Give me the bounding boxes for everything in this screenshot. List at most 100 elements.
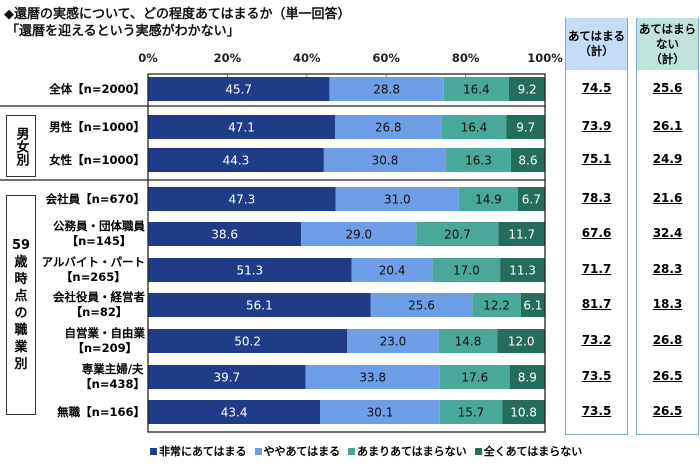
bar-segment (148, 77, 330, 101)
summary-value: 28.3 (652, 262, 683, 276)
legend-label: 全くあてはまらない (483, 445, 583, 458)
category-label: 公務員・団体職員 【n=145】 (53, 219, 145, 248)
data-label: 11.3 (509, 264, 536, 278)
data-label: 12.0 (508, 335, 535, 349)
bar-segment (509, 365, 545, 389)
category-label: 無職【n=166】 (57, 404, 145, 419)
legend-label: あまりあてはまらない (357, 445, 467, 458)
data-label: 38.6 (211, 228, 238, 242)
bar-segment (347, 329, 439, 353)
data-label: 44.3 (223, 154, 250, 168)
bar-segment (320, 400, 440, 424)
bar-segment (510, 148, 545, 172)
summary-value: 75.1 (581, 152, 612, 166)
bar-segment (497, 329, 545, 353)
legend-swatch (254, 448, 262, 455)
legend-swatch (474, 448, 482, 455)
bar-segment (148, 258, 352, 282)
bar-segment (334, 115, 442, 139)
bar-segment (148, 365, 306, 389)
data-label: 45.7 (225, 83, 252, 97)
bar-segment (508, 77, 546, 101)
summary-value: 71.7 (581, 262, 612, 276)
bar-segment (520, 293, 545, 317)
data-label: 43.4 (221, 406, 248, 420)
data-label: 6.1 (523, 299, 542, 313)
data-label: 39.7 (213, 371, 240, 385)
bar-segment (439, 365, 510, 389)
data-label: 16.4 (461, 121, 488, 135)
data-label: 23.0 (380, 335, 407, 349)
data-label: 25.6 (408, 299, 435, 313)
category-label: 男性【n=1000】 (49, 119, 145, 134)
plot-frame (147, 73, 546, 433)
legend-item: 非常にあてはまる (150, 443, 247, 459)
legend-item: あまりあてはまらない (348, 443, 467, 459)
bar-segment (439, 400, 503, 424)
summary-value: 73.2 (581, 333, 612, 347)
bar-segment (416, 222, 499, 246)
data-label: 8.6 (518, 154, 537, 168)
bar-segment (148, 293, 371, 317)
chart-subtitle: 「還暦を迎えるという実感がわかない」 (6, 24, 240, 39)
data-label: 20.4 (379, 264, 406, 278)
data-label: 6.7 (522, 193, 541, 207)
data-label: 30.8 (372, 154, 399, 168)
legend-label: 非常にあてはまる (159, 445, 247, 458)
bar-segment (329, 77, 444, 101)
data-label: 47.1 (228, 121, 255, 135)
bar-segment (446, 148, 511, 172)
bar-segment (148, 222, 302, 246)
bar-segment (438, 329, 498, 353)
x-tick-label: 20% (214, 51, 242, 65)
x-tick-label: 60% (372, 51, 400, 65)
bar-segment (506, 115, 545, 139)
legend-swatch (150, 448, 157, 455)
data-label: 9.7 (516, 121, 535, 135)
data-label: 17.0 (453, 264, 480, 278)
bar-segment (432, 258, 501, 282)
data-label: 28.8 (373, 83, 400, 97)
summary-value: 26.8 (652, 333, 683, 347)
bar-segment (148, 148, 324, 172)
legend-swatch (348, 448, 356, 455)
data-label: 50.2 (234, 335, 261, 349)
data-label: 20.7 (444, 228, 471, 242)
data-label: 17.6 (461, 371, 488, 385)
bar-segment (148, 115, 335, 139)
data-label: 14.9 (475, 193, 502, 207)
summary-value: 24.9 (652, 152, 683, 166)
data-label: 9.2 (518, 83, 537, 97)
legend-item: ややあてはまる (254, 443, 340, 459)
summary-header: あてはまら ない （計） (637, 18, 698, 70)
bar-segment (502, 400, 545, 424)
summary-value: 73.5 (581, 369, 612, 383)
x-tick-label: 80% (452, 51, 480, 65)
data-label: 31.0 (384, 193, 411, 207)
summary-value: 67.6 (581, 226, 612, 240)
x-tick-label: 0% (138, 51, 158, 65)
category-label: 専業主婦/夫 【n=438】 (80, 362, 145, 391)
summary-value: 26.5 (652, 404, 683, 418)
data-label: 47.3 (229, 193, 256, 207)
category-label: 自営業・自由業 【n=209】 (64, 326, 146, 355)
x-tick-label: 100% (527, 51, 563, 65)
summary-header: あてはまる （計） (566, 18, 627, 70)
bar-segment (335, 187, 459, 211)
category-label: 会社役員・経営者 【n=82】 (53, 290, 145, 319)
bar-segment (441, 115, 507, 139)
data-label: 8.9 (518, 371, 537, 385)
data-label: 33.8 (359, 371, 386, 385)
bar-segment (305, 365, 440, 389)
chart-title: ◆還暦の実感について、どの程度あてはまるか（単一回答） (4, 7, 351, 22)
summary-value: 25.6 (652, 81, 683, 95)
bar-segment (148, 400, 321, 424)
bar-segment (500, 258, 545, 282)
data-label: 51.3 (236, 264, 263, 278)
bar-segment (148, 329, 348, 353)
summary-value: 26.5 (652, 369, 683, 383)
summary-value: 73.9 (581, 119, 612, 133)
bar-segment (370, 293, 473, 317)
summary-value: 74.5 (581, 81, 612, 95)
